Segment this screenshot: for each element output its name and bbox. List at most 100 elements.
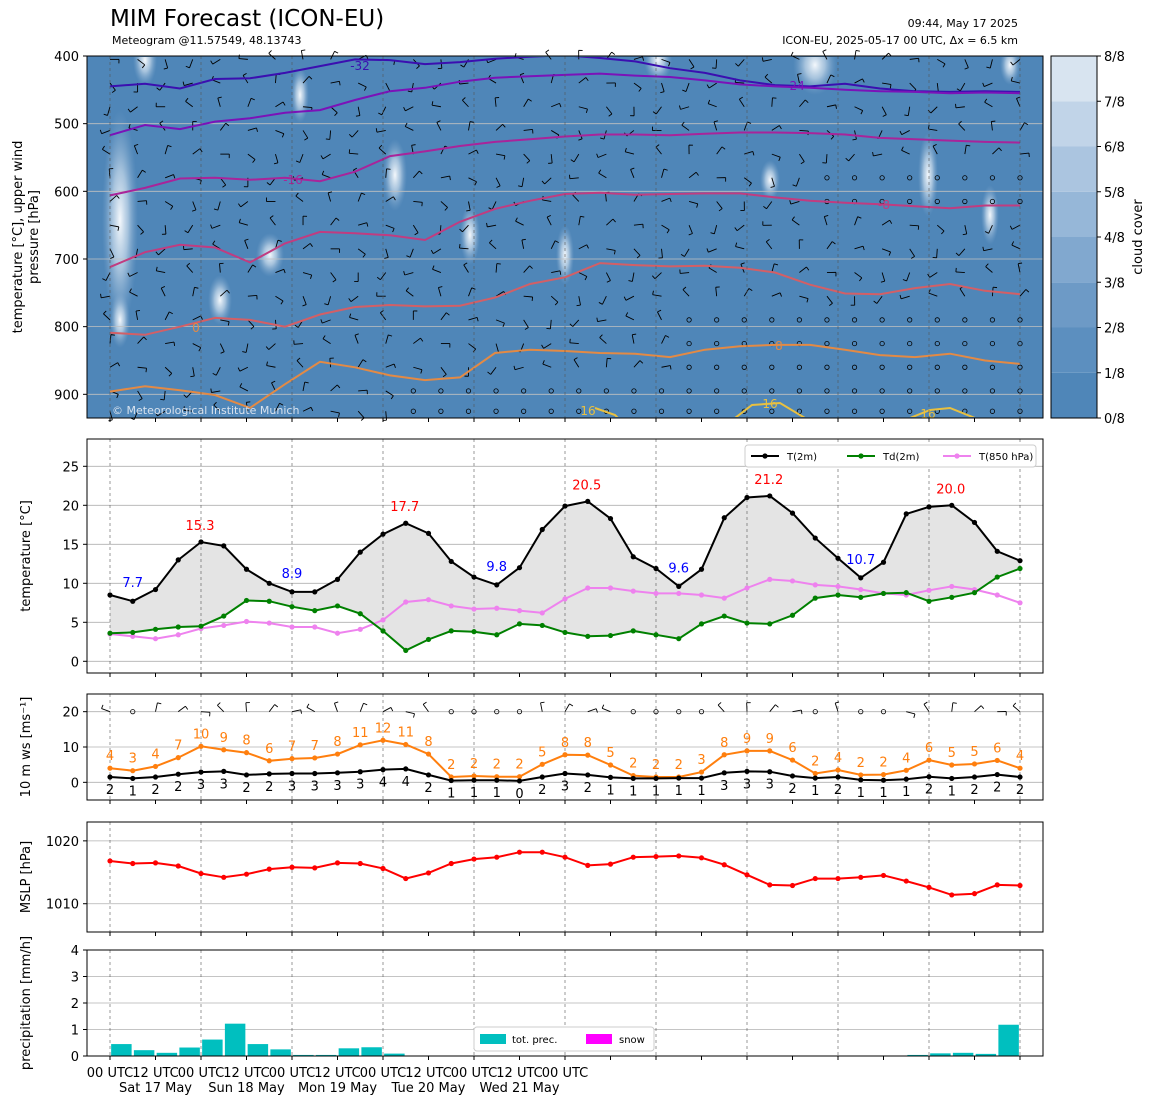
legend-marker bbox=[762, 453, 768, 459]
y-tick-label: 1010 bbox=[46, 898, 79, 913]
wind-barb bbox=[420, 369, 423, 374]
mean-wind-value-label: 2 bbox=[834, 783, 842, 798]
wind-barb bbox=[436, 120, 441, 123]
mean-wind-value-label: 3 bbox=[561, 780, 569, 795]
wind-barb bbox=[554, 240, 559, 244]
wind-barb bbox=[385, 363, 395, 368]
mean-wind-point bbox=[926, 774, 932, 780]
wind-barb bbox=[416, 65, 420, 69]
wind-barb bbox=[245, 343, 249, 353]
wind-barb bbox=[518, 185, 523, 188]
wind-barb bbox=[407, 90, 412, 93]
gust-point bbox=[789, 757, 796, 763]
calm-wind-marker bbox=[989, 198, 996, 205]
wind-barb bbox=[460, 64, 465, 68]
wind-barb bbox=[665, 335, 670, 338]
t850-point bbox=[448, 603, 454, 609]
mean-wind-value-label: 1 bbox=[470, 786, 478, 801]
precip-bar bbox=[952, 1052, 974, 1056]
wind-barb bbox=[554, 301, 559, 306]
wind-barb bbox=[872, 151, 874, 157]
gust-point bbox=[516, 774, 523, 780]
mslp-point bbox=[130, 860, 136, 867]
wind-barb bbox=[1012, 702, 1017, 707]
colorbar-tick-label: 2/8 bbox=[1104, 322, 1125, 337]
gust-point bbox=[152, 763, 159, 770]
t2m-point bbox=[698, 566, 705, 572]
wind-barb bbox=[899, 130, 903, 135]
wind-barb bbox=[984, 231, 989, 234]
mslp-point bbox=[721, 862, 727, 868]
wind-barb bbox=[669, 365, 672, 370]
wind-barb bbox=[431, 104, 441, 108]
isotherm-line bbox=[734, 401, 806, 417]
mslp-point bbox=[403, 875, 409, 882]
wind-barb bbox=[338, 81, 341, 86]
isotherm-line bbox=[909, 406, 976, 417]
wind-barb bbox=[135, 310, 139, 320]
wind-barb bbox=[834, 702, 839, 712]
wind-barb bbox=[186, 262, 191, 267]
wind-barb bbox=[496, 185, 501, 188]
wind-barb bbox=[1012, 705, 1021, 713]
precip-bar bbox=[361, 1047, 382, 1056]
wind-barb bbox=[791, 219, 800, 226]
cloud-blob bbox=[1000, 57, 1020, 85]
wind-barb bbox=[661, 335, 666, 344]
wind-barb bbox=[170, 205, 174, 210]
wind-barb bbox=[559, 270, 562, 275]
wind-barb bbox=[302, 106, 313, 108]
wind-barb bbox=[308, 76, 313, 80]
calm-wind-marker bbox=[851, 408, 858, 414]
wind-barb bbox=[936, 224, 945, 232]
td2m-point bbox=[175, 624, 181, 630]
wind-barb bbox=[717, 704, 725, 712]
calm-wind-marker bbox=[493, 388, 499, 394]
mean-wind-point bbox=[607, 774, 614, 780]
gust-value-label: 4 bbox=[106, 749, 114, 764]
cloud-blob bbox=[460, 205, 480, 265]
wind-barb bbox=[984, 101, 993, 108]
wind-barb bbox=[598, 172, 607, 179]
wind-barb bbox=[220, 289, 228, 297]
wind-barb bbox=[983, 82, 993, 87]
wind-barb bbox=[770, 185, 775, 188]
mean-wind-value-label: 2 bbox=[970, 783, 978, 798]
wind-barb bbox=[632, 333, 637, 336]
td2m-point bbox=[721, 613, 727, 619]
wind-barb bbox=[1019, 122, 1025, 131]
wind-barb bbox=[613, 250, 616, 255]
gust-value-label: 2 bbox=[857, 756, 865, 771]
wind-barb bbox=[156, 270, 166, 273]
wind-barb bbox=[245, 702, 247, 712]
wind-barb bbox=[449, 176, 451, 181]
calm-wind-marker bbox=[934, 364, 940, 370]
wind-barb bbox=[859, 277, 863, 282]
wind-barb bbox=[244, 240, 249, 250]
precip-bar bbox=[975, 1053, 997, 1056]
wind-barb bbox=[192, 287, 195, 297]
wind-barb bbox=[661, 168, 665, 178]
mean-wind-point bbox=[334, 770, 341, 776]
wind-barb bbox=[585, 77, 589, 82]
wind-barb bbox=[334, 701, 339, 704]
wind-barb bbox=[690, 66, 695, 70]
wind-barb bbox=[185, 65, 190, 69]
td2m-point bbox=[812, 595, 818, 601]
t2m-point bbox=[130, 598, 136, 604]
mean-wind-value-label: 3 bbox=[766, 778, 774, 793]
wind-barb bbox=[137, 169, 143, 179]
wind-barb bbox=[913, 713, 916, 718]
wind-barb bbox=[521, 177, 525, 187]
mean-wind-value-label: 4 bbox=[379, 776, 387, 791]
y-tick-label: 500 bbox=[54, 118, 79, 133]
calm-wind-marker bbox=[1017, 198, 1023, 205]
wind-barb bbox=[359, 703, 364, 712]
colorbar-segment bbox=[1051, 56, 1097, 102]
t2m-point bbox=[266, 580, 272, 586]
wind-barb bbox=[357, 82, 367, 88]
wind-barb bbox=[182, 81, 185, 86]
wind-barb bbox=[734, 227, 738, 231]
wind-barb bbox=[137, 59, 146, 66]
mean-wind-value-label: 4 bbox=[402, 775, 410, 790]
